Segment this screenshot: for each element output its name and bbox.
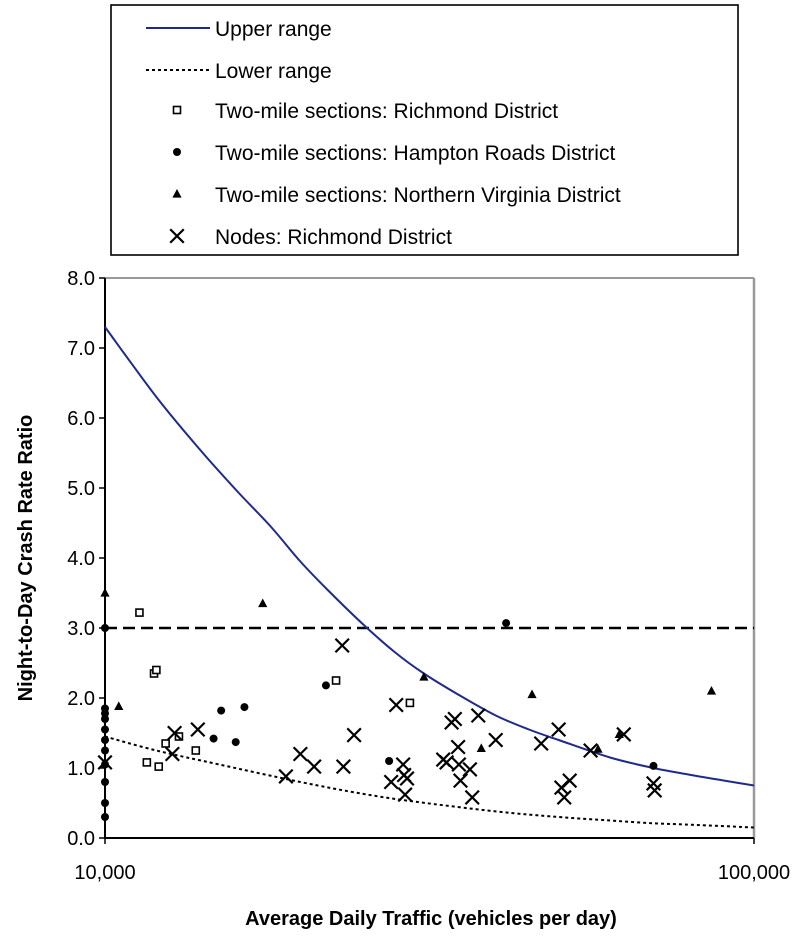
point-x	[335, 638, 350, 653]
point-x	[462, 762, 478, 777]
legend-label-hampton-roads-sections: Two-mile sections: Hampton Roads Distric…	[215, 142, 615, 165]
point-filled-circle	[101, 813, 109, 821]
point-x	[399, 771, 415, 786]
x-axis-ticks: 10,000 100,000	[74, 838, 790, 884]
y-tick-label: 7.0	[67, 338, 95, 360]
point-filled-circle	[101, 725, 109, 734]
legend-frame	[110, 4, 739, 256]
point-filled-circle	[101, 624, 109, 632]
legend-marker-open-square-icon	[172, 105, 182, 115]
point-open-square	[405, 698, 415, 708]
legend: Upper range Lower range Two-mile section…	[110, 4, 739, 256]
upper-range-curve	[104, 326, 755, 787]
point-filled-circle	[217, 706, 226, 715]
point-filled-circle	[101, 736, 109, 744]
point-open-square	[152, 665, 161, 675]
point-x	[190, 722, 205, 737]
point-x	[384, 774, 399, 790]
point-filled-circle	[101, 799, 109, 807]
plot-area	[104, 277, 756, 839]
y-axis-ticks: 0.0 1.0 2.0 3.0 4.0 5.0 6.0 7.0 8.0	[67, 268, 105, 850]
point-x	[307, 759, 322, 774]
y-axis-title: Night-to-Day Crash Rate Ratio	[15, 415, 37, 702]
x-tick-label: 100,000	[718, 862, 790, 884]
point-filled-triangle	[527, 689, 537, 699]
point-open-square	[161, 739, 170, 748]
point-open-square	[142, 758, 152, 767]
point-x	[346, 727, 362, 743]
y-tick-label: 2.0	[67, 688, 95, 710]
point-x	[647, 783, 662, 798]
point-x	[451, 739, 466, 755]
point-x	[451, 757, 467, 772]
point-filled-circle	[240, 703, 249, 712]
point-x	[562, 773, 577, 788]
point-x	[293, 746, 308, 762]
point-x	[165, 746, 180, 762]
point-x	[453, 773, 468, 788]
point-x	[439, 755, 454, 770]
point-filled-triangle	[258, 598, 268, 608]
point-filled-circle	[385, 757, 394, 765]
point-open-square	[331, 676, 341, 685]
point-x	[551, 722, 566, 737]
point-filled-triangle	[114, 701, 124, 710]
point-filled-circle	[231, 738, 240, 747]
point-open-square	[191, 746, 201, 755]
point-filled-circle	[321, 681, 330, 690]
point-filled-circle	[101, 778, 109, 786]
legend-label-lower-range: Lower range	[215, 60, 332, 83]
point-filled-triangle	[706, 686, 717, 695]
x-tick-label: 10,000	[74, 862, 135, 884]
y-tick-label: 6.0	[67, 408, 95, 430]
y-tick-label: 4.0	[67, 548, 95, 570]
point-filled-circle	[649, 761, 658, 770]
point-filled-circle	[101, 715, 109, 723]
point-x	[278, 769, 294, 784]
legend-marker-filled-circle-icon	[173, 148, 181, 156]
point-open-square	[135, 608, 144, 617]
point-filled-triangle	[476, 743, 486, 752]
point-filled-circle	[502, 619, 511, 628]
x-axis-title: Average Daily Traffic (vehicles per day)	[245, 908, 617, 930]
point-x	[471, 708, 486, 723]
y-tick-label: 3.0	[67, 618, 95, 640]
range-curves	[104, 326, 755, 829]
y-tick-label: 1.0	[67, 758, 95, 780]
legend-label-northern-virginia-sections: Two-mile sections: Northern Virginia Dis…	[215, 184, 621, 207]
legend-label-richmond-nodes: Nodes: Richmond District	[215, 226, 452, 249]
point-filled-circle	[209, 734, 218, 743]
y-tick-label: 8.0	[67, 268, 95, 290]
point-filled-triangle	[100, 588, 110, 597]
y-tick-label: 0.0	[67, 828, 95, 850]
lower-range-curve	[104, 735, 755, 829]
scatter-markers	[97, 588, 717, 821]
legend-label-upper-range: Upper range	[215, 18, 332, 41]
point-x	[465, 790, 480, 805]
point-x	[534, 736, 549, 751]
point-x	[488, 732, 503, 748]
point-x	[397, 787, 413, 802]
point-x	[336, 759, 351, 774]
point-x	[447, 711, 462, 727]
point-x	[557, 790, 572, 805]
y-tick-label: 5.0	[67, 478, 95, 500]
point-x	[389, 697, 404, 713]
legend-label-richmond-sections: Two-mile sections: Richmond District	[215, 100, 558, 123]
point-open-square	[154, 762, 164, 771]
point-filled-circle	[101, 746, 109, 755]
